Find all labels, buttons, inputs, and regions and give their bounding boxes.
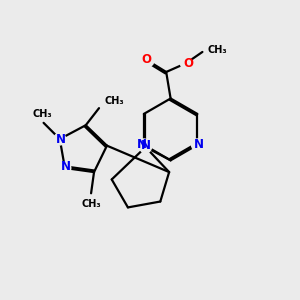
- Circle shape: [54, 133, 66, 145]
- Text: O: O: [141, 52, 151, 65]
- Circle shape: [140, 141, 152, 153]
- Text: CH₃: CH₃: [208, 46, 227, 56]
- Circle shape: [142, 55, 154, 67]
- Text: N: N: [194, 138, 204, 151]
- Text: CH₃: CH₃: [81, 199, 101, 208]
- Text: N: N: [56, 133, 66, 146]
- Text: N: N: [141, 139, 151, 152]
- Circle shape: [180, 57, 192, 69]
- Text: N: N: [137, 138, 147, 151]
- Circle shape: [138, 139, 150, 151]
- Text: CH₃: CH₃: [104, 96, 124, 106]
- Text: CH₃: CH₃: [32, 109, 52, 119]
- Circle shape: [191, 139, 203, 151]
- Circle shape: [59, 162, 71, 174]
- Text: N: N: [61, 160, 71, 173]
- Text: O: O: [183, 57, 193, 70]
